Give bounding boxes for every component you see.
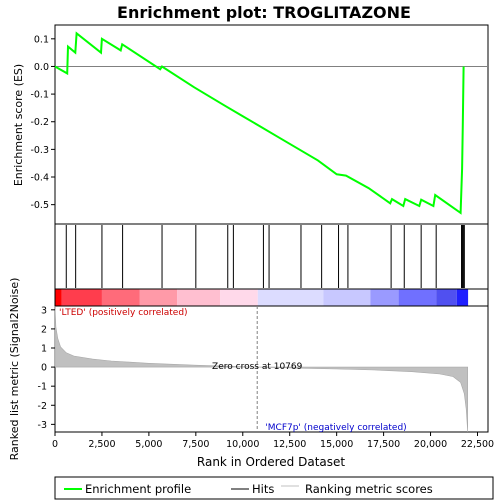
gradient-segment <box>101 289 140 306</box>
gradient-segment <box>257 289 324 306</box>
x-tick-label: 22,500 <box>461 439 494 450</box>
x-tick-label: 17,500 <box>367 439 400 450</box>
gradient-segment <box>220 289 258 306</box>
legend-label-metric: Ranking metric scores <box>305 482 433 496</box>
es-panel: 0.1 0.0 -0.1 -0.2 -0.3 -0.4 -0.5 Enrichment sc… <box>12 24 489 225</box>
x-tick-label: 10,000 <box>226 439 259 450</box>
metric-y-tick-label: -2 <box>38 401 47 412</box>
metric-y-tick-label: 3 <box>41 305 47 316</box>
gradient-segment <box>398 289 437 306</box>
es-y-tick-label: -0.4 <box>30 173 49 184</box>
gradient-segment <box>61 289 102 306</box>
gradient-segment <box>55 289 62 306</box>
metric-y-axis: 3 2 1 0 -1 -2 -3 <box>38 305 55 431</box>
es-y-axis: 0.1 0.0 -0.1 -0.2 -0.3 -0.4 -0.5 <box>30 34 55 211</box>
es-panel-frame <box>54 24 489 225</box>
x-tick-label: 2,500 <box>88 439 115 450</box>
hits-panel <box>54 223 489 290</box>
metric-y-axis-label: Ranked list metric (Signal2Noise) <box>8 278 21 461</box>
x-tick-label: 7,500 <box>182 439 209 450</box>
metric-y-tick-label: 2 <box>41 324 47 335</box>
metric-panel: Zero cross at 10769 'LTED' (positively c… <box>8 278 489 461</box>
metric-y-tick-label: 0 <box>41 363 47 374</box>
metric-y-tick-label: -3 <box>38 420 47 431</box>
negative-class-label: 'MCF7p' (negatively correlated) <box>265 423 406 433</box>
legend-frame <box>54 476 494 500</box>
x-tick-label: 0 <box>52 439 58 450</box>
x-axis-label: Rank in Ordered Dataset <box>197 455 345 469</box>
es-y-axis-label: Enrichment score (ES) <box>12 64 25 186</box>
ranking-metric-area <box>54 305 468 433</box>
enrichment-profile-line <box>54 31 465 215</box>
metric-y-tick-label: -1 <box>38 382 47 393</box>
es-y-tick-label: 0.1 <box>34 34 49 45</box>
positive-class-label: 'LTED' (positively correlated) <box>59 308 188 318</box>
es-y-tick-label: 0.0 <box>34 62 49 73</box>
es-y-tick-label: -0.3 <box>30 145 49 156</box>
gradient-segment <box>177 289 221 306</box>
legend: Enrichment profile Hits Ranking metric s… <box>54 476 494 500</box>
gradient-segment <box>139 289 178 306</box>
metric-y-tick-label: 1 <box>41 344 47 355</box>
ranking-gradient-bar <box>54 288 489 307</box>
gradient-segment <box>436 289 457 306</box>
legend-label-profile: Enrichment profile <box>85 482 191 496</box>
es-y-tick-label: -0.2 <box>30 117 49 128</box>
gradient-segment <box>456 289 469 306</box>
x-tick-label: 5,000 <box>135 439 162 450</box>
x-tick-label: 15,000 <box>320 439 353 450</box>
hit-marks <box>65 225 465 288</box>
chart-title: Enrichment plot: TROGLITAZONE <box>117 3 411 22</box>
zero-cross-label: Zero cross at 10769 <box>212 362 303 372</box>
x-tick-label: 12,500 <box>273 439 306 450</box>
gradient-segment <box>323 289 371 306</box>
gradient-segment <box>370 289 399 306</box>
x-tick-label: 20,000 <box>414 439 447 450</box>
x-axis: 0 2,500 5,000 7,500 10,000 12,500 15,000 17,500… <box>52 432 494 450</box>
es-y-tick-label: -0.1 <box>30 90 49 101</box>
legend-label-hits: Hits <box>252 482 274 496</box>
es-y-tick-label: -0.5 <box>30 200 49 211</box>
hits-panel-frame <box>54 223 489 290</box>
